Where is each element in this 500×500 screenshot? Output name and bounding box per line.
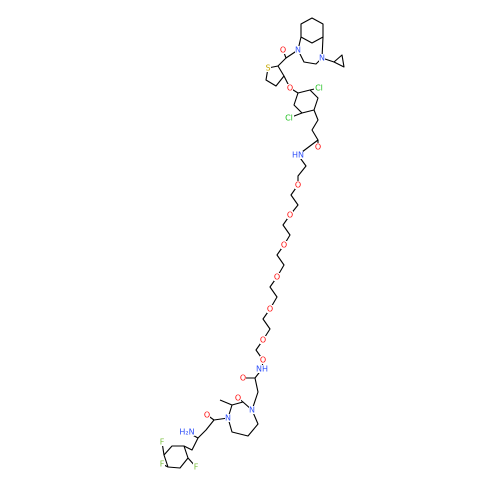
atom-label: O [315, 143, 321, 152]
atom-label: Cl [315, 84, 323, 93]
methyl [219, 399, 233, 406]
atom-label: S [265, 64, 270, 73]
diazepane-ring [227, 401, 259, 437]
label-background [257, 365, 267, 373]
label-background [295, 181, 301, 189]
atom-label: N [319, 54, 325, 63]
label-background [284, 114, 294, 122]
label-background [281, 241, 287, 249]
atom-label: O [281, 241, 287, 250]
atom-label: O [260, 356, 266, 365]
atom-label: O [287, 84, 293, 93]
label-background [225, 414, 231, 422]
atom-label: N [249, 406, 255, 415]
label-background [315, 143, 321, 151]
atom-label: HN [292, 151, 304, 160]
label-background [293, 151, 303, 159]
label-background [280, 46, 286, 54]
atom-label: N [225, 414, 231, 423]
chain [311, 109, 319, 147]
fluoro-ring [163, 445, 189, 469]
atom-label: O [260, 336, 266, 345]
atom-label: O [280, 46, 286, 55]
label-background [319, 54, 325, 62]
cyclopropyl [321, 54, 345, 68]
label-background [260, 336, 266, 344]
label-background [159, 460, 165, 468]
label-background [267, 305, 273, 313]
atom-label: O [274, 273, 280, 282]
atom-label: H₂N [179, 428, 194, 437]
label-background [314, 84, 324, 92]
label-background [193, 463, 199, 471]
atom-label: F [160, 438, 165, 447]
label-background [260, 356, 266, 364]
bond [183, 437, 199, 451]
atom-label: O [204, 411, 210, 420]
label-background [235, 394, 241, 402]
label-background [287, 211, 293, 219]
label-background [159, 438, 165, 446]
atom-label: N [295, 46, 301, 55]
bond [251, 377, 259, 411]
atom-label: O [240, 374, 246, 383]
atom-label: F [194, 463, 199, 472]
benzene-ring [300, 17, 324, 44]
aryl-ring [293, 89, 319, 114]
atom-label: Cl [285, 114, 293, 123]
label-background [295, 46, 301, 54]
atom-label: O [295, 181, 301, 190]
label-background [274, 273, 280, 281]
atom-label: F [160, 460, 165, 469]
atom-label: O [287, 211, 293, 220]
label-background [287, 84, 293, 92]
label-background [179, 428, 195, 436]
label-background [265, 64, 271, 72]
thiophene [265, 65, 285, 87]
atom-label: NH [256, 365, 268, 374]
atom-label: O [267, 305, 273, 314]
peg-chain [243, 139, 319, 379]
label-background [240, 374, 246, 382]
bond [277, 57, 287, 67]
label-background [249, 406, 255, 414]
label-background [204, 411, 210, 419]
atom-label: O [235, 394, 241, 403]
